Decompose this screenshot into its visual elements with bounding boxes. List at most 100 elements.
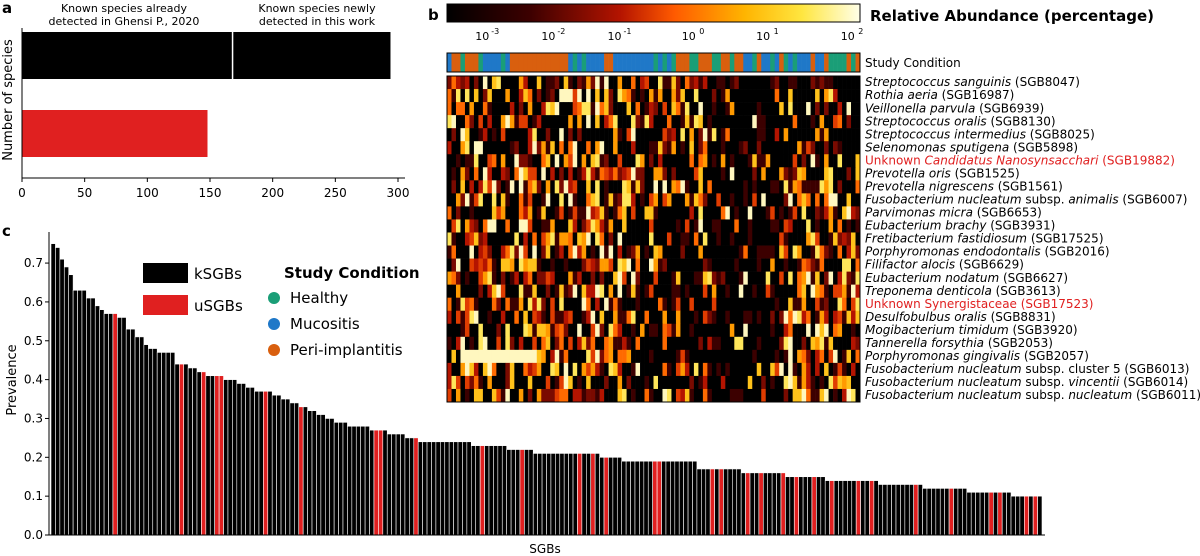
heatmap-cell bbox=[608, 76, 614, 90]
heatmap-cell bbox=[635, 388, 641, 403]
heatmap-cell bbox=[631, 180, 636, 194]
heatmap-cell bbox=[675, 297, 681, 312]
heatmap-cell bbox=[617, 362, 623, 377]
condition-cell bbox=[563, 53, 569, 72]
heatmap-cell bbox=[500, 375, 506, 390]
heatmap-cell bbox=[635, 336, 641, 351]
condition-cell bbox=[761, 53, 767, 72]
condition-cell bbox=[622, 53, 627, 72]
heatmap-cell bbox=[842, 76, 847, 90]
heatmap-cell bbox=[604, 115, 609, 129]
heatmap-cell bbox=[671, 219, 677, 233]
heatmap-cell bbox=[469, 193, 475, 207]
heatmap-cell bbox=[455, 258, 461, 272]
ksgb-bar bbox=[77, 289, 83, 536]
heatmap-cell bbox=[581, 245, 587, 259]
heatmap-cell bbox=[518, 336, 524, 351]
heatmap-cell bbox=[568, 154, 573, 168]
heatmap-row-label: Parvimonas micra (SGB6653) bbox=[865, 206, 1042, 220]
heatmap-cell bbox=[595, 128, 600, 142]
heatmap-cell bbox=[738, 141, 744, 155]
heatmap-cell bbox=[747, 375, 753, 390]
heatmap-cell bbox=[631, 388, 636, 403]
heatmap-cell bbox=[806, 297, 811, 312]
heatmap-cell bbox=[568, 115, 573, 129]
heatmap-cell bbox=[819, 154, 825, 168]
heatmap-cell bbox=[586, 89, 591, 103]
heatmap-cell bbox=[577, 76, 582, 90]
heatmap-cell bbox=[635, 375, 641, 390]
heatmap-cell bbox=[514, 310, 520, 325]
heatmap-cell bbox=[801, 167, 807, 181]
heatmap-cell bbox=[842, 362, 847, 377]
heatmap-cell bbox=[765, 310, 771, 325]
heatmap-cell bbox=[496, 180, 502, 194]
heatmap-cell bbox=[617, 349, 623, 364]
heatmap-cell bbox=[500, 336, 506, 351]
heatmap-cell bbox=[608, 102, 614, 116]
heatmap-cell bbox=[563, 128, 569, 142]
usgb-bar bbox=[577, 453, 583, 536]
colorbar-tick-label: 10 bbox=[841, 30, 855, 43]
ksgb-bar bbox=[908, 484, 915, 536]
heatmap-cell bbox=[559, 115, 565, 129]
condition-cell bbox=[698, 53, 704, 72]
heatmap-cell bbox=[806, 167, 811, 181]
heatmap-cell bbox=[761, 336, 767, 351]
heatmap-cell bbox=[447, 180, 452, 194]
heatmap-cell bbox=[779, 362, 784, 377]
ksgb-bar bbox=[108, 313, 114, 536]
ksgb-bar bbox=[134, 336, 140, 536]
heatmap-cell bbox=[649, 362, 654, 377]
heatmap-row-label: Porphyromonas gingivalis (SGB2057) bbox=[865, 349, 1089, 363]
heatmap-cell bbox=[702, 245, 708, 259]
heatmap-cell bbox=[447, 336, 452, 351]
heatmap-cell bbox=[765, 89, 771, 103]
ksgb-bar bbox=[612, 457, 618, 536]
heatmap-cell bbox=[568, 102, 573, 116]
heatmap-cell bbox=[590, 232, 596, 246]
ksgb-bar bbox=[754, 472, 760, 536]
heatmap-cell bbox=[810, 180, 816, 194]
heatmap-cell bbox=[828, 141, 834, 155]
heatmap-cell bbox=[662, 349, 668, 364]
heatmap-cell bbox=[509, 232, 515, 246]
condition-cell bbox=[568, 53, 573, 72]
heatmap-cell bbox=[559, 128, 565, 142]
heatmap-cell bbox=[662, 375, 668, 390]
heatmap-cell bbox=[657, 349, 663, 364]
heatmap-cell bbox=[640, 102, 645, 116]
heatmap-cell bbox=[545, 154, 551, 168]
panel-a-tick-label: 300 bbox=[387, 186, 410, 200]
heatmap-cell bbox=[550, 89, 556, 103]
heatmap-cell bbox=[577, 388, 582, 403]
heatmap-cell bbox=[608, 89, 614, 103]
heatmap-cell bbox=[590, 154, 596, 168]
heatmap-cell bbox=[473, 258, 479, 272]
heatmap-cell bbox=[482, 193, 488, 207]
heatmap-cell bbox=[545, 115, 551, 129]
heatmap-cell bbox=[698, 89, 704, 103]
heatmap-cell bbox=[851, 141, 856, 155]
heatmap-cell bbox=[595, 362, 600, 377]
heatmap-cell bbox=[828, 180, 834, 194]
heatmap-cell bbox=[774, 115, 780, 129]
heatmap-cell bbox=[536, 336, 542, 351]
heatmap-cell bbox=[500, 388, 506, 403]
heatmap-cell bbox=[541, 362, 547, 377]
heatmap-cell bbox=[500, 297, 506, 312]
heatmap-cell bbox=[842, 232, 847, 246]
heatmap-cell bbox=[563, 362, 569, 377]
panel-a-tick-label: 100 bbox=[136, 186, 159, 200]
heatmap-cell bbox=[693, 375, 699, 390]
heatmap-cell bbox=[720, 336, 726, 351]
heatmap-cell bbox=[810, 115, 816, 129]
heatmap-cell bbox=[581, 206, 587, 220]
heatmap-cell bbox=[527, 154, 533, 168]
ksgb-bar bbox=[422, 441, 428, 536]
heatmap-cell bbox=[608, 219, 614, 233]
heatmap-cell bbox=[761, 219, 767, 233]
ksgb-bar bbox=[316, 414, 322, 536]
heatmap-cell bbox=[644, 115, 650, 129]
heatmap-cell bbox=[635, 76, 641, 90]
